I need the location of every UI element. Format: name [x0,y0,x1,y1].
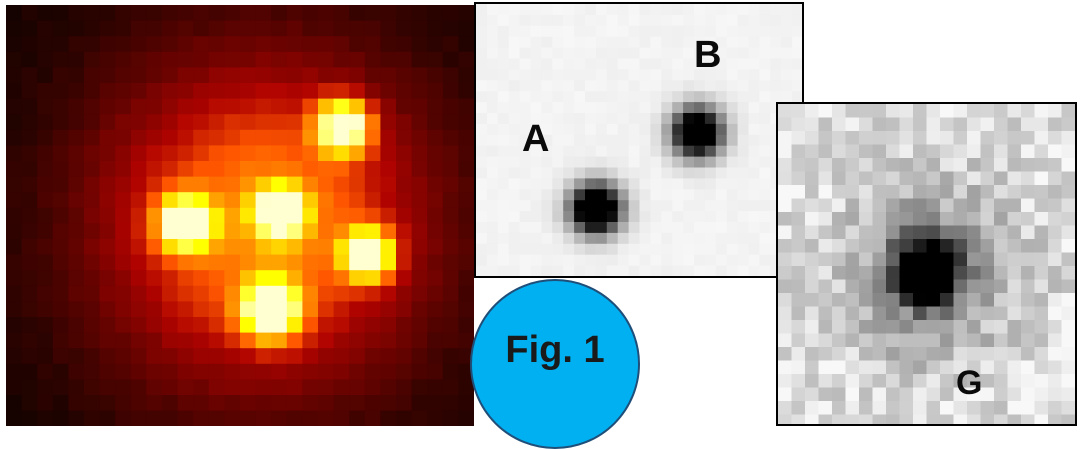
galaxy-g-label: G [956,364,983,402]
lensed-quasar-image [6,5,474,426]
lensed-quasar-pixel-map [6,5,474,426]
galaxy-pixel-map [778,104,1075,424]
figure-number-badge: Fig. 1 [470,279,640,449]
double-source-pixel-map [476,4,802,276]
figure-number-label: Fig. 1 [505,329,605,371]
double-source-image: A B [474,2,804,278]
galaxy-image: G [776,102,1077,426]
source-a-label: A [522,118,550,160]
source-b-label: B [694,34,722,76]
